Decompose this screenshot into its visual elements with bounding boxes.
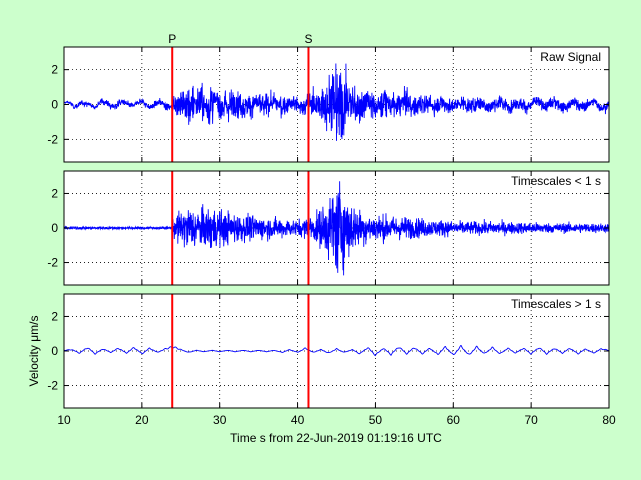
y-tick-label: -2 (47, 256, 58, 270)
signal-trace-1 (63, 63, 610, 141)
signal-trace-2 (63, 181, 610, 276)
panel-label: Timescales > 1 s (511, 297, 601, 311)
marker-label-s: S (304, 32, 312, 46)
panel-label: Timescales < 1 s (511, 174, 601, 188)
y-tick-label: 0 (51, 98, 58, 112)
x-axis-label: Time s from 22-Jun-2019 01:19:16 UTC (230, 431, 442, 445)
y-tick-label: 2 (51, 309, 58, 323)
x-tick-label: 10 (57, 413, 71, 427)
x-tick-label: 80 (602, 413, 616, 427)
y-tick-label: 0 (51, 221, 58, 235)
x-tick-label: 20 (135, 413, 149, 427)
y-tick-label: -2 (47, 132, 58, 146)
y-tick-label: 0 (51, 344, 58, 358)
panel-2: -2 0 2 Timescales < 1 s (47, 170, 610, 286)
signal-trace-3 (63, 345, 610, 357)
y-tick-label: 2 (51, 63, 58, 77)
marker-label-p: P (168, 32, 176, 46)
x-tick-label: 40 (291, 413, 305, 427)
x-tick-label: 70 (524, 413, 538, 427)
y-tick-label: 2 (51, 186, 58, 200)
y-tick-label: -2 (47, 379, 58, 393)
panel-1: -2 0 2 Raw Signal (47, 46, 610, 163)
panel-3: -2 0 2 Timescales > 1 s 10 20 30 40 50 60 70 80 (47, 293, 616, 427)
panel-label: Raw Signal (540, 50, 601, 64)
y-axis-label: Velocity μm/s (27, 316, 41, 387)
x-tick-label: 30 (213, 413, 227, 427)
panels-layer: -2 0 2 Raw Signal -2 0 2 Timescales < 1 s -2 0 2 Ti… (47, 46, 616, 427)
x-tick-label: 50 (369, 413, 383, 427)
x-tick-label: 60 (447, 413, 461, 427)
